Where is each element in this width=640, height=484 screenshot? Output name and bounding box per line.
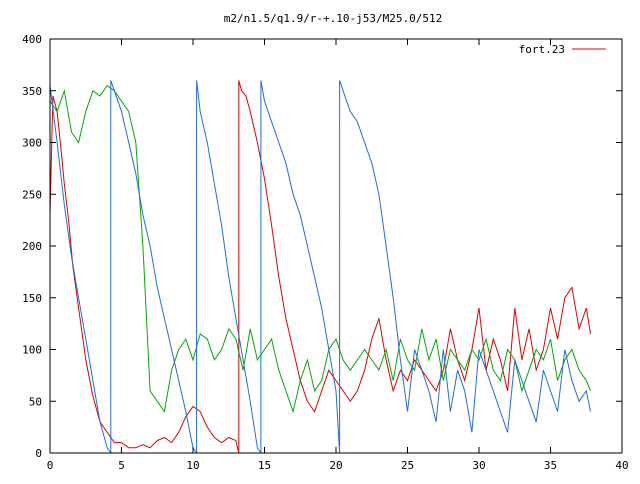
x-tick-label: 15 <box>258 459 271 472</box>
chart-title: m2/n1.5/q1.9/r-+.10-j53/M25.0/512 <box>224 12 443 25</box>
y-tick-label: 300 <box>22 137 42 150</box>
legend-label: fort.23 <box>519 43 565 56</box>
series-line-1 <box>49 84 591 414</box>
y-tick-label: 250 <box>22 188 42 201</box>
series-line-0 <box>49 80 591 454</box>
x-tick-label: 0 <box>47 459 54 472</box>
series-line-2 <box>49 80 591 454</box>
y-tick-label: 150 <box>22 292 42 305</box>
y-tick-label: 100 <box>22 344 42 357</box>
x-tick-label: 10 <box>186 459 199 472</box>
x-tick-label: 30 <box>472 459 485 472</box>
x-tick-label: 20 <box>329 459 342 472</box>
y-tick-label: 0 <box>35 447 42 460</box>
y-tick-label: 50 <box>29 395 42 408</box>
x-tick-label: 25 <box>401 459 414 472</box>
y-tick-label: 350 <box>22 85 42 98</box>
legend: fort.23 <box>519 43 606 56</box>
y-tick-label: 200 <box>22 240 42 253</box>
x-tick-label: 35 <box>544 459 557 472</box>
x-tick-label: 40 <box>615 459 628 472</box>
x-tick-label: 5 <box>118 459 125 472</box>
y-tick-label: 400 <box>22 33 42 46</box>
series-layer <box>49 80 591 454</box>
